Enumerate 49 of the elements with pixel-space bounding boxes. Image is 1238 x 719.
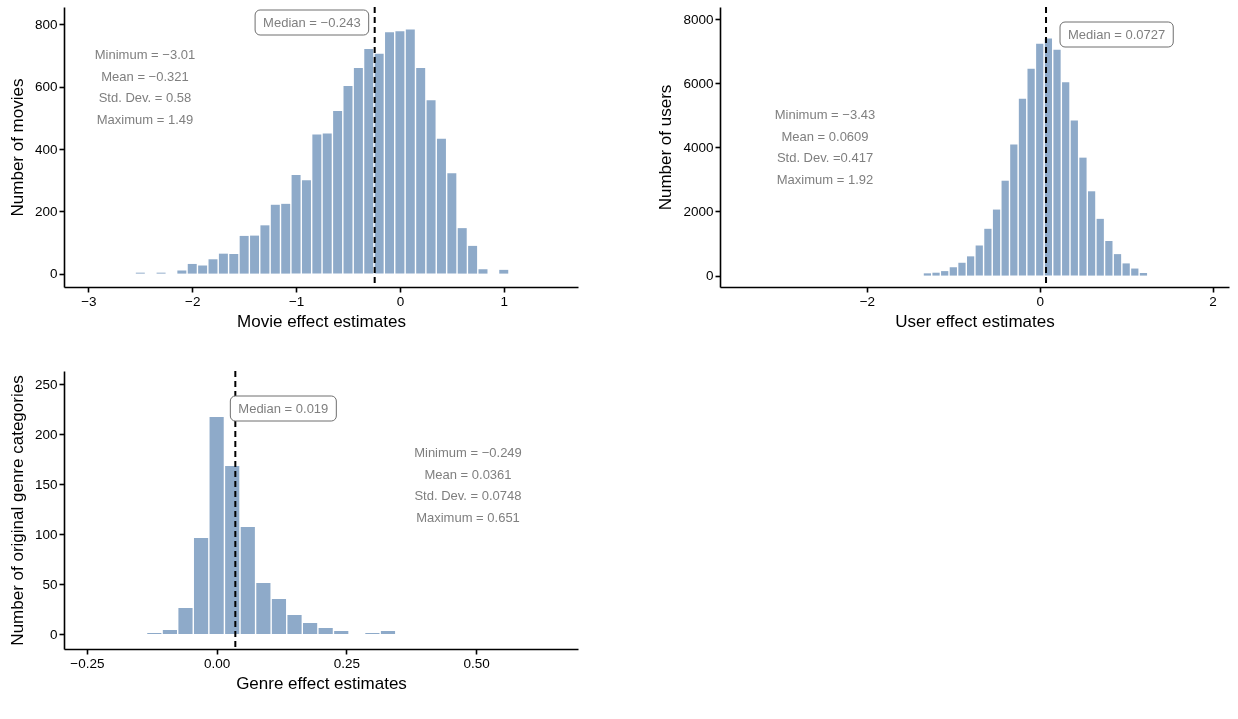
annotation: Mean = −0.321 [101, 68, 189, 84]
y-axis-title: Number of movies [7, 78, 27, 217]
annotation: Mean = 0.0609 [781, 128, 869, 144]
y-tick-label: 4000 [683, 139, 714, 155]
y-tick-label: 0 [49, 626, 58, 642]
annotation: Std. Dev. = 0.58 [98, 90, 192, 105]
y-tick-label: 150 [34, 476, 58, 492]
y-tick-label: 8000 [683, 11, 714, 27]
y-axis-title: Number of original genre categories [7, 375, 27, 646]
x-tick-label: −3 [81, 293, 97, 309]
annotation: Std. Dev. = 0.0748 [414, 488, 522, 503]
y-tick-label: 200 [34, 426, 58, 442]
x-tick-label: 0 [1036, 293, 1044, 309]
x-tick-label: −2 [185, 293, 201, 309]
x-tick-label: 1 [500, 293, 509, 309]
annotation: Minimum = −3.01 [94, 47, 196, 62]
y-tick-label: 400 [34, 141, 58, 157]
y-tick-label: 0 [705, 268, 714, 284]
x-tick-label: −2 [859, 293, 876, 309]
annotation: Maximum = 1.49 [96, 111, 194, 127]
x-axis-title: Genre effect estimates [236, 674, 407, 693]
y-tick-label: 250 [34, 376, 58, 392]
annotation: Minimum = −3.43 [774, 107, 876, 122]
x-tick-label: −1 [288, 293, 305, 309]
x-axis-title: User effect estimates [895, 312, 1055, 331]
y-axis-title: Number of users [656, 84, 676, 211]
x-tick-label: 0.50 [463, 655, 490, 671]
y-tick-label: 2000 [683, 203, 714, 219]
x-tick-label: 0 [396, 293, 405, 309]
annotation: Median = 0.0727 [1068, 27, 1166, 42]
annotation: Median = −0.243 [263, 15, 361, 30]
x-tick-label: −0.25 [70, 655, 105, 671]
y-tick-label: 6000 [683, 75, 714, 91]
annotation: Mean = 0.0361 [424, 466, 512, 482]
annotation: Maximum = 1.92 [776, 171, 874, 187]
y-tick-label: 800 [34, 16, 58, 32]
annotation: Median = 0.019 [238, 401, 329, 416]
x-tick-label: 0.25 [333, 655, 361, 671]
y-tick-label: 0 [49, 266, 58, 282]
x-tick-label: 0.00 [204, 655, 231, 671]
y-tick-label: 50 [42, 576, 58, 592]
y-tick-label: 600 [34, 79, 58, 95]
x-tick-label: 2 [1209, 293, 1217, 309]
x-axis-title: Movie effect estimates [237, 312, 406, 331]
y-tick-label: 100 [34, 526, 58, 542]
annotation: Maximum = 0.651 [416, 509, 520, 525]
annotation: Minimum = −0.249 [414, 445, 522, 460]
annotation: Std. Dev. =0.417 [776, 150, 874, 165]
y-tick-label: 200 [34, 203, 58, 219]
